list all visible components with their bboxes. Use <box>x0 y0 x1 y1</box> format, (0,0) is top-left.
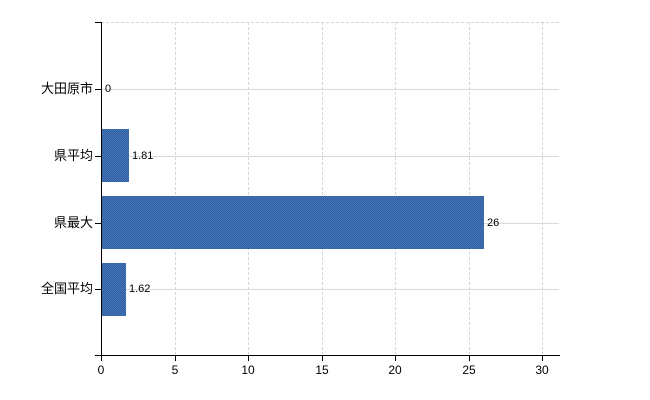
x-tick-label: 20 <box>388 363 402 377</box>
bar <box>102 263 126 316</box>
bar-value-label: 1.81 <box>132 150 154 162</box>
x-axis-tick <box>322 355 323 361</box>
x-tick-label: 5 <box>171 363 179 377</box>
x-axis-tick <box>469 355 470 361</box>
x-tick-label: 15 <box>315 363 329 377</box>
category-label: 県平均 <box>53 148 93 163</box>
bar-value-label: 26 <box>487 217 500 229</box>
x-tick-label: 0 <box>97 363 105 377</box>
y-axis-tick <box>95 89 101 90</box>
category-label: 全国平均 <box>40 281 93 296</box>
x-axis-line <box>95 355 560 356</box>
horizontal-gridline <box>101 156 559 157</box>
x-tick-label: 30 <box>535 363 549 377</box>
vertical-gridline <box>395 22 396 355</box>
x-axis-tick <box>248 355 249 361</box>
category-label: 県最大 <box>53 215 93 230</box>
vertical-gridline <box>248 22 249 355</box>
y-axis-tick <box>95 289 101 290</box>
vertical-gridline <box>469 22 470 355</box>
x-axis-tick <box>395 355 396 361</box>
x-axis-tick <box>101 355 102 361</box>
x-axis-tick <box>175 355 176 361</box>
y-axis-tick <box>95 156 101 157</box>
x-tick-label: 10 <box>241 363 255 377</box>
y-axis-tick <box>95 223 101 224</box>
y-axis-line <box>101 22 102 355</box>
bar <box>102 196 484 249</box>
plot-top-border <box>101 22 559 23</box>
horizontal-gridline <box>101 89 559 90</box>
vertical-gridline <box>175 22 176 355</box>
y-axis-top-tick <box>95 22 101 23</box>
bar-value-label: 1.62 <box>129 283 151 295</box>
bar <box>102 129 129 182</box>
x-axis-tick <box>542 355 543 361</box>
x-tick-label: 25 <box>462 363 476 377</box>
category-label: 大田原市 <box>40 81 93 96</box>
horizontal-gridline <box>101 289 559 290</box>
vertical-gridline <box>542 22 543 355</box>
vertical-gridline <box>322 22 323 355</box>
bar-value-label: 0 <box>105 83 112 95</box>
